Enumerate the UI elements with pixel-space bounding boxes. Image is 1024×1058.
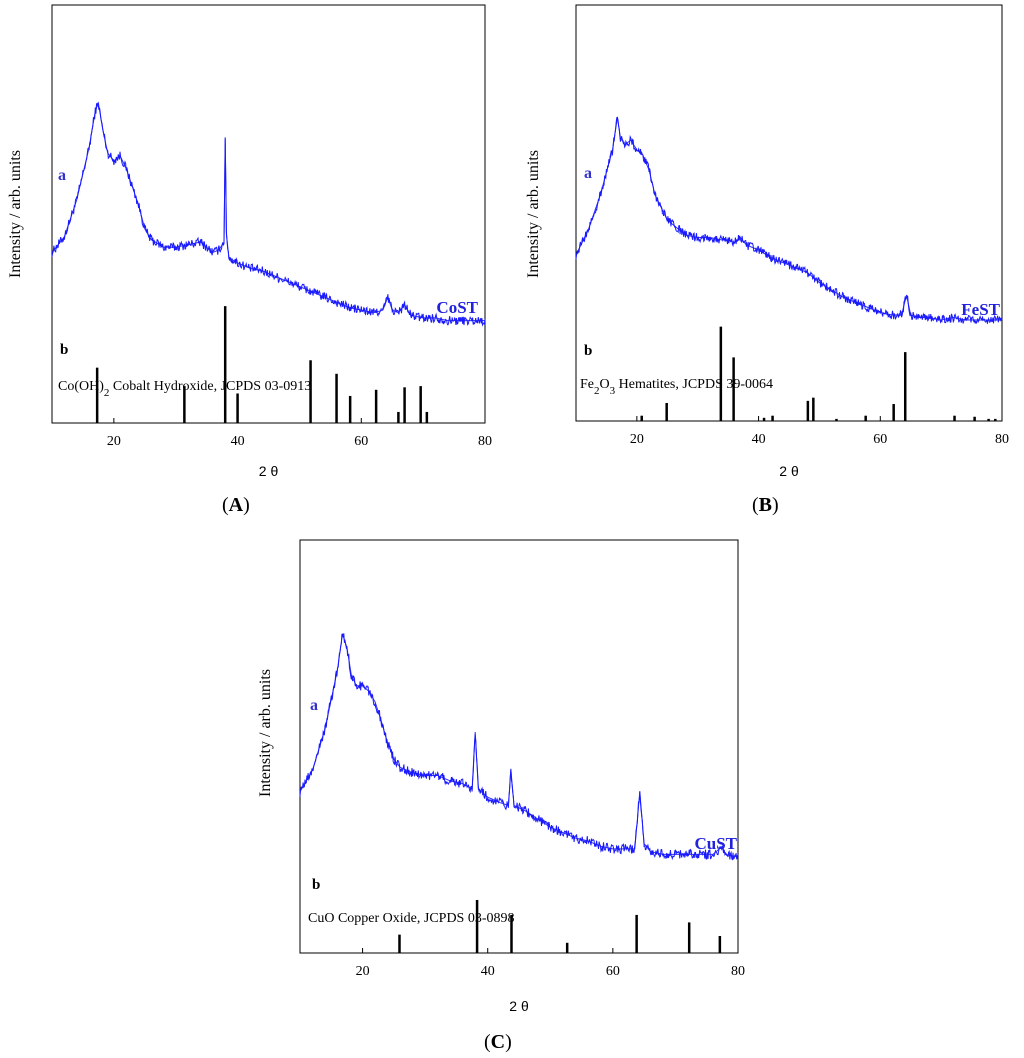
reference-text-part: Co(OH) — [58, 379, 104, 394]
curve-label-a: a — [310, 697, 318, 714]
x-tick-label: 80 — [731, 964, 745, 979]
x-tick-label: 60 — [354, 434, 368, 449]
x-tick-label: 60 — [606, 964, 620, 979]
x-tick-label: 80 — [478, 434, 492, 449]
x-tick-label: 60 — [873, 432, 887, 447]
x-tick-label: 40 — [752, 432, 766, 447]
reference-text: Co(OH)2 Cobalt Hydroxide, JCPDS 03-0913 — [58, 379, 311, 399]
panel-c: 20 40 60 80 2 θ Intensity / arb. units a b CuST C… — [250, 535, 760, 1058]
plot-frame — [51, 4, 486, 424]
series-line-fest — [575, 116, 1003, 324]
reference-text: Fe2O3 Hematites, JCPDS 39-0064 — [580, 377, 773, 397]
reference-text: CuO Copper Oxide, JCPDS 03-0898 — [308, 911, 515, 926]
reference-text-part: Hematites, JCPDS 39-0064 — [615, 377, 773, 392]
panel-a: 20 40 60 80 2 θ Intensity / arb. units a b CoST C… — [0, 0, 510, 525]
plot-frame — [299, 539, 739, 954]
reference-text-part: Fe — [580, 377, 594, 392]
panel-label-a: (A) — [222, 494, 250, 516]
panel-label-c: (C) — [484, 1031, 512, 1053]
reference-text-part: CuO Copper Oxide, JCPDS 03-0898 — [308, 911, 515, 926]
x-axis-label: 2 θ — [779, 463, 799, 479]
reference-label-b: b — [312, 877, 320, 893]
series-line-peaks — [51, 101, 485, 322]
x-axis-label: 2 θ — [259, 463, 279, 479]
sample-name-label: CoST — [436, 298, 478, 317]
chart-a-svg: 20 40 60 80 2 θ Intensity / arb. units a b CoST C… — [7, 4, 492, 479]
reference-text-part: Cobalt Hydroxide, JCPDS 03-0913 — [109, 379, 311, 394]
chart-c-svg: 20 40 60 80 2 θ Intensity / arb. units a b CuST C… — [257, 539, 745, 1014]
reference-label-b: b — [60, 342, 68, 358]
reference-text-part: 2 — [594, 385, 600, 397]
x-tick-label: 20 — [630, 432, 644, 447]
sample-name-label: FeST — [961, 300, 1000, 319]
plot-frame — [575, 4, 1003, 422]
y-axis-label: Intensity / arb. units — [525, 150, 542, 278]
series-line-cost — [51, 102, 486, 327]
x-tick-label: 40 — [481, 964, 495, 979]
y-axis-label: Intensity / arb. units — [7, 150, 24, 278]
reference-text-part: 2 — [104, 387, 110, 399]
curve-label-a: a — [58, 167, 66, 184]
chart-b-svg: 20 40 60 80 2 θ Intensity / arb. units a b FeST F… — [525, 4, 1009, 479]
x-axis-label: 2 θ — [509, 998, 529, 1014]
reference-label-b: b — [584, 343, 592, 359]
curve-label-a: a — [584, 165, 592, 182]
x-tick-label: 20 — [356, 964, 370, 979]
x-tick-label: 80 — [995, 432, 1009, 447]
x-tick-label: 40 — [231, 434, 245, 449]
x-tick-label: 20 — [107, 434, 121, 449]
series-line-peaks — [575, 117, 1002, 321]
series-line-peaks — [299, 633, 739, 858]
series-line-cust — [299, 633, 739, 861]
panel-b: 20 40 60 80 2 θ Intensity / arb. units a b FeST F… — [520, 0, 1024, 525]
panel-label-b: (B) — [752, 494, 779, 516]
sample-name-label: CuST — [694, 834, 737, 853]
y-axis-label: Intensity / arb. units — [257, 669, 274, 797]
reference-text-part: 3 — [610, 385, 616, 397]
reference-text-part: O — [600, 377, 610, 392]
